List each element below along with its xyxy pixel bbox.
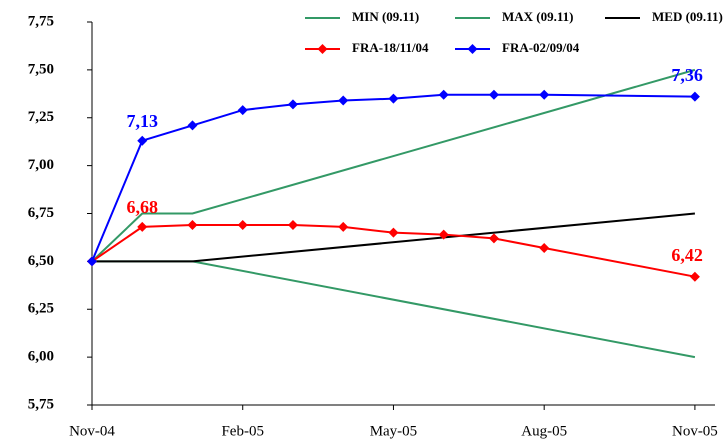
x-tick-label: May-05: [370, 423, 418, 439]
point-marker: [187, 219, 198, 230]
point-marker: [287, 219, 298, 230]
point-marker: [539, 242, 550, 253]
point-marker: [438, 89, 449, 100]
point-marker: [287, 99, 298, 110]
point-marker: [187, 120, 198, 131]
legend-marker: [467, 44, 478, 54]
point-marker: [689, 271, 700, 282]
y-tick-label: 5,75: [28, 396, 54, 412]
data-label: 7,36: [671, 65, 703, 85]
series-line: [91, 68, 696, 263]
legend-label: FRA-18/11/04: [352, 40, 429, 55]
data-label: 6,42: [671, 245, 703, 265]
y-tick-label: 7,75: [28, 13, 54, 29]
point-marker: [237, 219, 248, 230]
y-tick-label: 7,50: [28, 61, 54, 77]
x-tick-label: Feb-05: [221, 423, 264, 439]
point-marker: [488, 233, 499, 244]
data-label: 7,13: [126, 111, 158, 131]
point-marker: [388, 227, 399, 238]
legend-marker: [317, 44, 328, 54]
y-tick-label: 6,00: [28, 349, 54, 365]
y-tick-label: 6,75: [28, 205, 54, 221]
legend-label: MAX (09.11): [502, 9, 574, 24]
data-label: 6,68: [126, 197, 158, 217]
point-marker: [438, 229, 449, 240]
y-tick-label: 6,25: [28, 301, 54, 317]
series-line: [92, 260, 696, 359]
point-marker: [338, 221, 349, 232]
x-tick-label: Nov-04: [69, 423, 115, 439]
point-marker: [488, 89, 499, 100]
point-marker: [338, 95, 349, 106]
y-tick-label: 6,50: [28, 253, 54, 269]
point-marker: [137, 221, 148, 232]
point-marker: [137, 135, 148, 146]
series-line: [92, 212, 695, 263]
point-marker: [87, 256, 97, 267]
point-marker: [388, 93, 399, 104]
legend-label: FRA-02/09/04: [502, 40, 580, 55]
point-marker: [237, 105, 248, 116]
y-tick-label: 7,00: [28, 157, 54, 173]
point-marker: [539, 89, 550, 100]
x-tick-label: Aug-05: [521, 423, 567, 439]
x-tick-label: Nov-05: [672, 423, 718, 439]
y-tick-label: 7,25: [28, 109, 54, 125]
legend-label: MIN (09.11): [352, 9, 419, 24]
point-marker: [689, 91, 700, 102]
legend-label: MED (09.11): [652, 9, 723, 24]
